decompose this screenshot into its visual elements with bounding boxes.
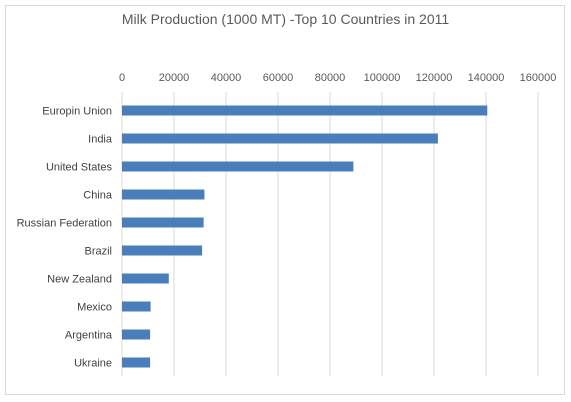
category-label: Mexico [77, 302, 112, 314]
category-label: Argentina [65, 330, 113, 342]
x-tick-label: 0 [119, 72, 125, 84]
category-label: United States [46, 162, 113, 174]
chart-title: Milk Production (1000 MT) -Top 10 Countr… [121, 11, 450, 27]
bar [122, 273, 169, 284]
category-label: China [83, 190, 113, 202]
category-label: New Zealand [47, 274, 112, 286]
category-label: India [88, 134, 113, 146]
category-label: Russian Federation [17, 218, 112, 230]
bars [122, 105, 488, 368]
category-labels: Europin Union India United States China Russ… [17, 106, 113, 370]
bar [122, 357, 151, 368]
bar [122, 329, 151, 340]
x-tick-label: 80000 [315, 72, 346, 84]
bar [122, 301, 151, 312]
chart-area [5, 5, 565, 395]
bar [122, 161, 354, 172]
x-axis-ticks: 0 20000 40000 60000 80000 100000 120000 140000 1… [119, 72, 556, 84]
category-label: Europin Union [42, 106, 112, 118]
x-tick-label: 60000 [263, 72, 294, 84]
x-tick-label: 160000 [520, 72, 557, 84]
x-tick-label: 40000 [211, 72, 242, 84]
bar [122, 133, 438, 144]
bar [122, 217, 204, 228]
bar [122, 245, 203, 256]
bar [122, 189, 205, 200]
x-tick-label: 20000 [159, 72, 190, 84]
category-label: Brazil [84, 246, 112, 258]
bar [122, 105, 488, 116]
category-label: Ukraine [74, 358, 112, 370]
x-tick-label: 140000 [468, 72, 505, 84]
x-tick-label: 100000 [364, 72, 401, 84]
x-tick-label: 120000 [416, 72, 453, 84]
